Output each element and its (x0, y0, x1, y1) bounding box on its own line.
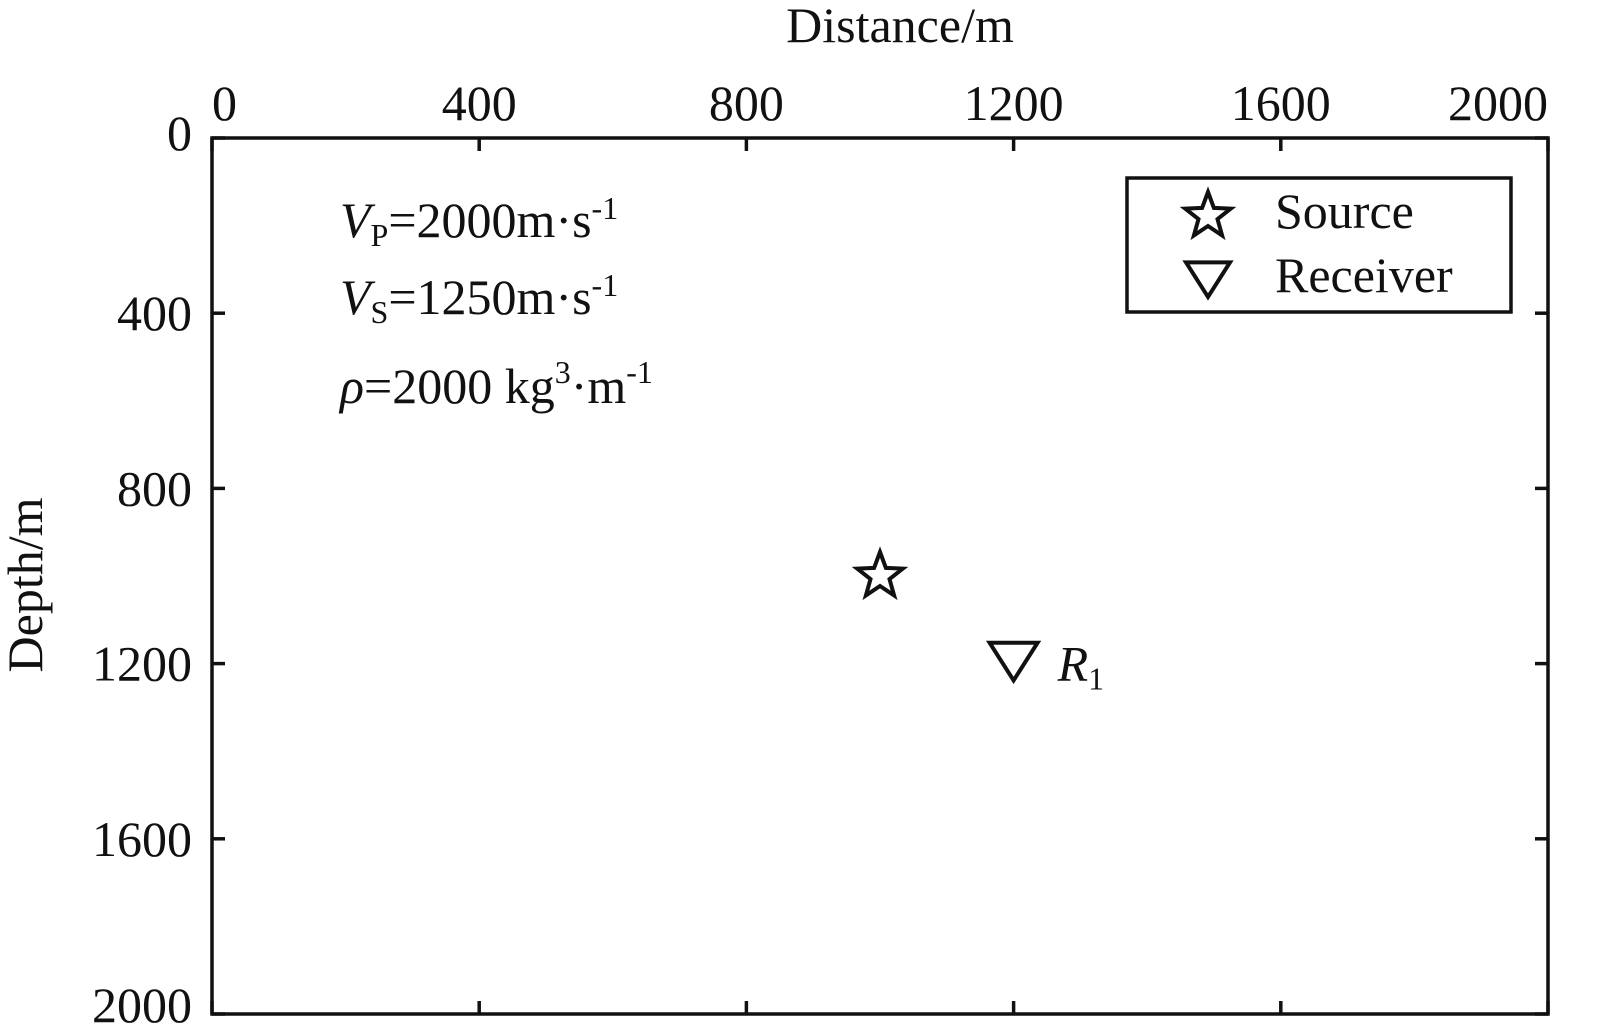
vs-superscript: -1 (592, 267, 619, 303)
vs-symbol: V (340, 269, 376, 325)
rho-unit-superscript: -1 (626, 354, 653, 390)
vp-annotation: VP=2000m·s-1 (340, 190, 618, 253)
y-tick-label: 400 (117, 285, 192, 341)
receiver-marker (985, 640, 1042, 685)
rho-value: =2000 kg (364, 358, 555, 414)
y-tick-label: 1200 (92, 636, 192, 692)
rho-superscript: 3 (555, 354, 571, 390)
vs-value: =1250m·s (388, 269, 591, 325)
legend: Source Receiver (1125, 176, 1513, 314)
legend-star-shape (1179, 186, 1237, 241)
vp-subscript: P (371, 217, 389, 253)
legend-item-receiver: Receiver (1182, 247, 1453, 303)
x-tick-label: 400 (442, 75, 517, 131)
y-tick-label: 2000 (92, 977, 192, 1030)
x-tick-label: 0 (212, 75, 237, 131)
x-tick-label: 2000 (1448, 75, 1548, 131)
source-marker (851, 546, 909, 601)
legend-label-receiver: Receiver (1275, 247, 1453, 303)
y-tick-label: 0 (167, 105, 192, 161)
legend-box (1125, 176, 1513, 314)
vs-annotation: VS=1250m·s-1 (340, 267, 618, 330)
y-axis-ticks: 0 400 800 1200 1600 2000 (92, 105, 1548, 1033)
star-icon (1179, 186, 1237, 241)
vp-value: =2000m·s (388, 192, 591, 248)
x-tick-label: 800 (709, 75, 784, 131)
vp-symbol: V (340, 192, 376, 248)
legend-triangle-shape (1182, 260, 1234, 301)
data-points: R1 (851, 546, 1105, 697)
x-tick-label: 1600 (1231, 75, 1331, 131)
y-tick-label: 1600 (92, 811, 192, 867)
legend-item-source: Source (1179, 183, 1414, 241)
plot-frame (210, 136, 1550, 1016)
vs-subscript: S (371, 294, 389, 330)
x-axis-ticks: 0 400 800 1200 1600 2000 (210, 75, 1550, 1014)
x-axis-title: Distance/m (786, 0, 1014, 53)
y-axis-title: Depth/m (0, 497, 53, 672)
legend-label-source: Source (1275, 183, 1414, 239)
triangle-down-icon (1182, 260, 1234, 301)
rho-symbol: ρ (338, 358, 364, 414)
vp-superscript: -1 (592, 190, 619, 226)
point-label-subscript: 1 (1088, 661, 1104, 697)
point-label: R1 (1057, 636, 1105, 697)
point-label-main: R (1057, 636, 1089, 692)
y-tick-label: 800 (117, 460, 192, 516)
rho-annotation: ρ=2000 kg3·m-1 (338, 354, 653, 414)
rho-unit: ·m (571, 358, 627, 414)
x-tick-label: 1200 (964, 75, 1064, 131)
